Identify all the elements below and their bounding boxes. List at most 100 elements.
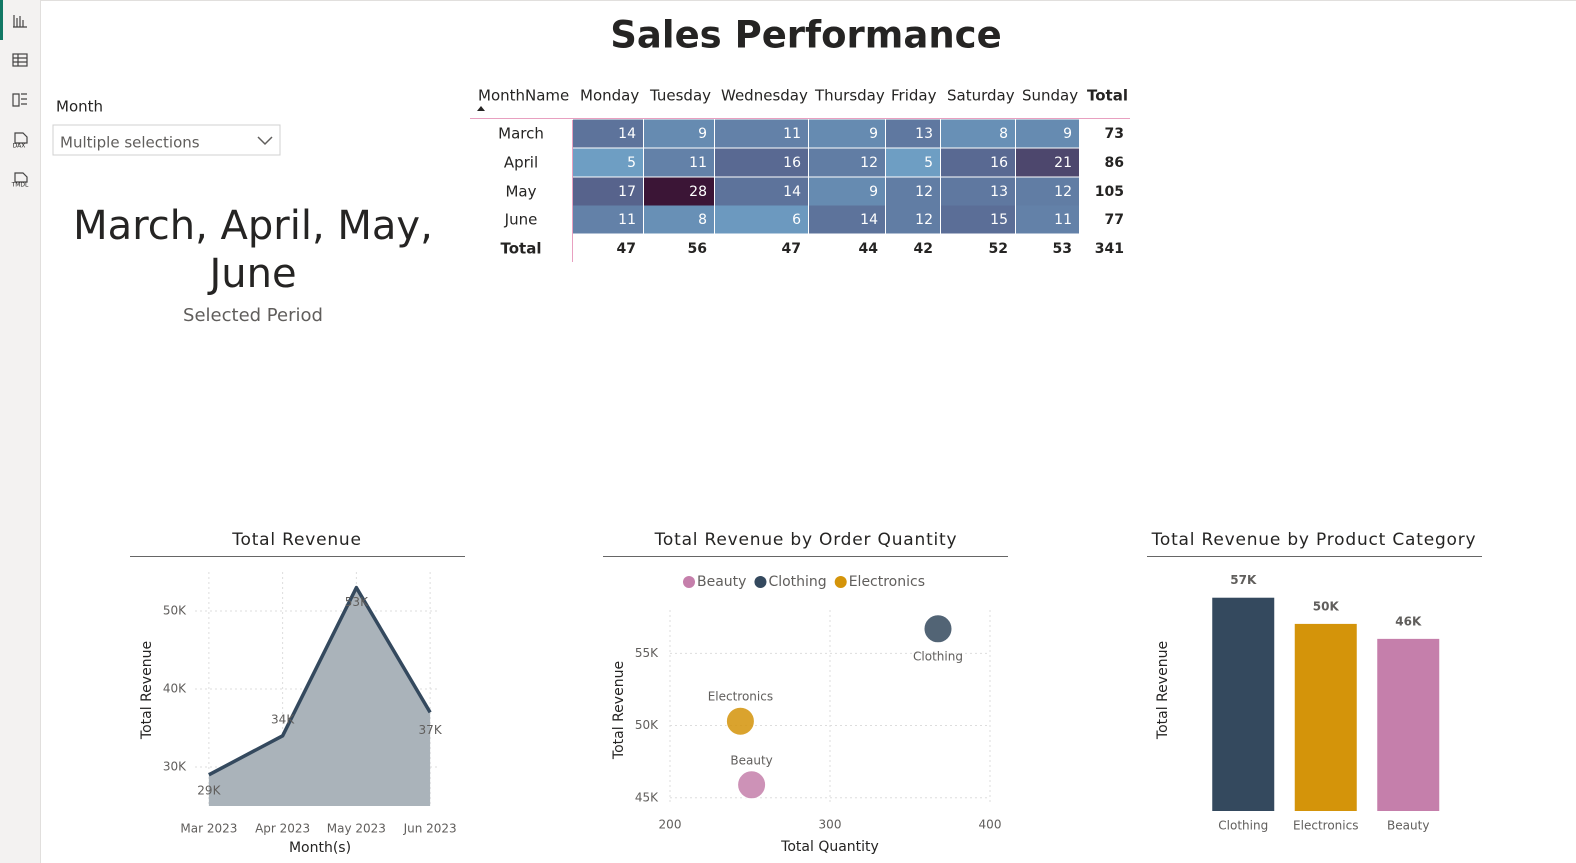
sidebar: [0, 0, 40, 863]
cell-value: 12: [1054, 184, 1072, 200]
cell-value: 16: [990, 155, 1008, 171]
heat-cell: [644, 148, 714, 177]
column-header: Thursday: [814, 87, 885, 105]
y-tick-label: 40K: [163, 682, 187, 696]
cell-value: 6: [792, 212, 801, 228]
heat-cell: [573, 205, 643, 234]
sidebar-icons[interactable]: [12, 15, 28, 183]
heat-cell: [941, 205, 1015, 234]
x-tick-label: 400: [979, 818, 1002, 832]
y-axis-title: Total Revenue: [1155, 641, 1171, 740]
column-total: 44: [859, 241, 879, 257]
chart-title: Total Revenue by Order Quantity: [654, 530, 958, 550]
heat-cell: [886, 119, 940, 148]
page-title: Sales Performance: [610, 14, 1001, 57]
model-icon[interactable]: [12, 93, 27, 107]
cell-value: 28: [689, 184, 707, 200]
row-header: March: [498, 125, 544, 143]
cell-value: 11: [618, 212, 636, 228]
legend-marker: [754, 576, 767, 588]
column-total: 53: [1053, 241, 1072, 257]
cell-value: 14: [618, 126, 636, 142]
y-tick-label: 30K: [163, 760, 187, 774]
column-total: 52: [989, 241, 1008, 257]
heat-cell: [809, 119, 885, 148]
dax-label: DAX: [13, 143, 26, 150]
heat-cell: [573, 119, 643, 148]
active-indicator: [0, 0, 3, 40]
report-icon[interactable]: [13, 15, 27, 28]
x-tick-label: 300: [819, 818, 842, 832]
cell-value: 11: [1054, 212, 1072, 228]
bubble: [725, 706, 755, 736]
slicer-label: Month: [56, 98, 103, 116]
heat-cell: [644, 205, 714, 234]
bar: [1212, 597, 1275, 811]
column-header: Sunday: [1022, 87, 1078, 105]
slicer-value: Multiple selections: [60, 134, 200, 152]
x-tick-label: Apr 2023: [255, 822, 310, 836]
cell-value: 5: [627, 155, 636, 171]
legend-label: Beauty: [697, 574, 746, 590]
y-tick-label: 50K: [635, 718, 659, 732]
heat-cell: [644, 177, 714, 206]
heat-cell: [941, 148, 1015, 177]
grand-total: 341: [1095, 241, 1124, 257]
tmdl-icon[interactable]: [14, 172, 28, 183]
dropdown-chevron[interactable]: [257, 136, 273, 146]
bubble: [923, 614, 953, 644]
cell-value: 16: [783, 155, 801, 171]
row-total: 77: [1105, 212, 1124, 228]
heat-cell: [715, 119, 808, 148]
data-label: 34K: [271, 712, 295, 726]
cell-value: 21: [1054, 155, 1072, 171]
card-value: June: [206, 251, 296, 297]
column-header: Total: [1087, 87, 1128, 105]
cell-value: 9: [1063, 126, 1072, 142]
heat-cell: [715, 205, 808, 234]
slicer-dropdown[interactable]: [52, 124, 281, 156]
chart-title: Total Revenue: [231, 530, 362, 550]
x-tick-label: May 2023: [327, 822, 386, 836]
cell-value: 14: [860, 212, 878, 228]
table-icon[interactable]: [12, 53, 28, 67]
sort-arrow[interactable]: [477, 106, 485, 111]
heat-cell: [1016, 177, 1079, 206]
heat-cell: [886, 177, 940, 206]
bar: [1377, 638, 1440, 811]
heat-cell: [941, 177, 1015, 206]
heat-cell: [809, 205, 885, 234]
heat-cell: [941, 119, 1015, 148]
column-total: 47: [617, 241, 636, 257]
area-fill: [208, 587, 431, 806]
cell-value: 15: [990, 212, 1008, 228]
cell-value: 8: [999, 126, 1008, 142]
dax-icon[interactable]: [14, 132, 28, 144]
heat-cell: [1016, 205, 1079, 234]
cell-value: 9: [698, 126, 707, 142]
heat-cell: [886, 148, 940, 177]
point-label: Clothing: [913, 649, 963, 663]
heat-cell: [886, 205, 940, 234]
column-total: 42: [914, 241, 933, 257]
data-label: 29K: [197, 783, 221, 797]
bubble: [737, 770, 767, 800]
x-tick-label: Clothing: [1218, 819, 1268, 833]
card-value: March, April, May,: [73, 203, 433, 249]
column-total: 56: [688, 241, 707, 257]
row-total: 86: [1105, 155, 1124, 171]
heat-cell: [573, 177, 643, 206]
chart: Total Revenue Month(s) Total Revenue 30K 40K…: [130, 530, 465, 856]
data-label: 53K: [345, 595, 369, 609]
y-axis-title: Total Revenue: [139, 641, 155, 740]
heat-cell: [715, 148, 808, 177]
column-header: Wednesday: [721, 87, 808, 105]
cell-value: 8: [698, 212, 707, 228]
legend-marker: [683, 576, 695, 588]
cell-value: 17: [618, 184, 636, 200]
bar: [1294, 623, 1357, 811]
line: [208, 585, 432, 777]
heat-cell: [809, 148, 885, 177]
point-label: Beauty: [730, 753, 772, 767]
